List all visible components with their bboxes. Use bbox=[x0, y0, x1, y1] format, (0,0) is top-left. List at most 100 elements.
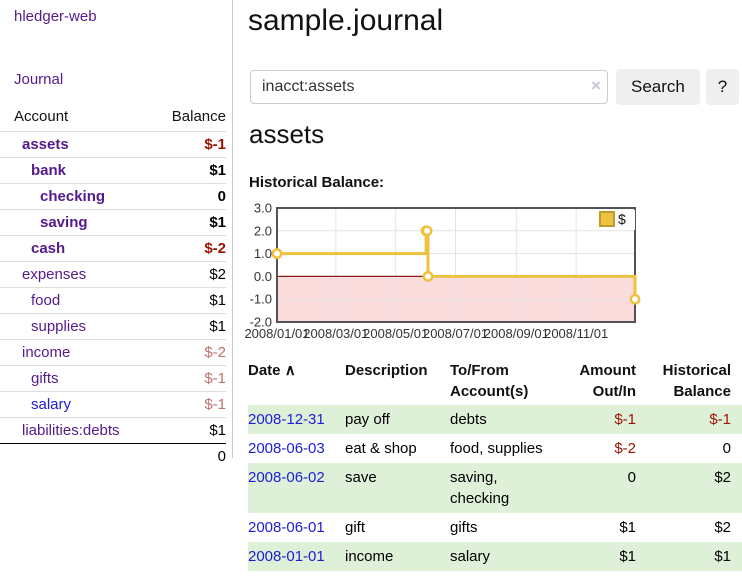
accounts-column-header: To/From Account(s) bbox=[450, 362, 529, 400]
register-amount-cell: 0 bbox=[627, 469, 636, 486]
sidebar-account-balance: $-2 bbox=[204, 240, 226, 257]
svg-text:2008/05/01: 2008/05/01 bbox=[363, 326, 428, 341]
register-date-link[interactable]: 2008-12-31 bbox=[248, 411, 325, 428]
svg-text:3.0: 3.0 bbox=[254, 201, 272, 216]
register-date-link[interactable]: 2008-01-01 bbox=[248, 548, 325, 565]
register-description-cell: save bbox=[345, 469, 377, 486]
help-button[interactable]: ? bbox=[706, 69, 739, 105]
register-description-cell: pay off bbox=[345, 411, 390, 428]
search-input[interactable] bbox=[250, 70, 608, 104]
sidebar-total-row: 0 bbox=[0, 444, 226, 470]
sidebar: hledger-web Journal Account Balance asse… bbox=[0, 0, 233, 465]
sidebar-account-row: expenses $2 bbox=[0, 262, 226, 288]
sidebar-account-balance: $1 bbox=[209, 214, 226, 231]
register-accounts-cell: salary bbox=[450, 548, 491, 565]
register-accounts-cell: debts bbox=[450, 411, 487, 428]
register-description-cell: gift bbox=[345, 519, 366, 536]
register-date-cell: 2008-06-01 bbox=[248, 513, 345, 542]
register-balance-cell: $2 bbox=[714, 469, 731, 486]
account-title: assets bbox=[249, 119, 325, 149]
sidebar-accounts-table: Account Balance assets $-1 bank $1 checking 0… bbox=[0, 103, 226, 469]
clear-search-icon[interactable]: × bbox=[591, 76, 601, 95]
register-description-cell: eat & shop bbox=[345, 440, 417, 457]
register-row: 2008-12-31 pay off debts $-1 $-1 bbox=[248, 405, 742, 434]
register-date-cell: 2008-12-31 bbox=[248, 405, 345, 434]
register-date-cell: 2008-06-02 bbox=[248, 463, 345, 513]
svg-text:-2.0: -2.0 bbox=[250, 315, 272, 330]
sidebar-account-balance: 0 bbox=[217, 188, 226, 205]
amount-column-header: Amount Out/In bbox=[579, 362, 636, 400]
sidebar-account-balance: $1 bbox=[209, 292, 226, 309]
sidebar-account-link[interactable]: checking bbox=[40, 188, 106, 205]
register-table: Date ∧ Description To/From Account(s) Am… bbox=[248, 357, 742, 571]
register-amount-cell: $-1 bbox=[614, 411, 636, 428]
register-amount-cell: $1 bbox=[619, 548, 636, 565]
sidebar-account-link[interactable]: cash bbox=[31, 240, 66, 257]
description-column-header: Description bbox=[345, 362, 428, 379]
search-button[interactable]: Search bbox=[616, 69, 700, 105]
register-row: 2008-01-01 income salary $1 $1 bbox=[248, 542, 742, 571]
sidebar-account-link[interactable]: gifts bbox=[31, 370, 59, 387]
register-row: 2008-06-02 save saving, checking 0 $2 bbox=[248, 463, 742, 513]
historical-balance-chart: $3.0 2.0 1.0 0.0 -1.0 -2.02008/01/012008/03/0… bbox=[244, 201, 641, 341]
sidebar-account-row: bank $1 bbox=[0, 158, 226, 184]
sidebar-account-row: assets $-1 bbox=[0, 132, 226, 158]
sidebar-account-link[interactable]: liabilities:debts bbox=[22, 422, 120, 439]
sidebar-account-row: food $1 bbox=[0, 288, 226, 314]
register-header-row: Date ∧ Description To/From Account(s) Am… bbox=[248, 357, 742, 405]
svg-text:2008/03/01: 2008/03/01 bbox=[303, 326, 368, 341]
sidebar-balance-column-header: Balance bbox=[171, 108, 226, 125]
register-accounts-cell: saving, checking bbox=[450, 469, 510, 507]
svg-text:2008/07/01: 2008/07/01 bbox=[423, 326, 488, 341]
sidebar-account-balance: $-1 bbox=[204, 370, 226, 387]
sidebar-account-row: liabilities:debts $1 bbox=[0, 418, 226, 444]
brand-link[interactable]: hledger-web bbox=[14, 8, 97, 25]
svg-text:1.0: 1.0 bbox=[254, 246, 272, 261]
sidebar-account-row: gifts $-1 bbox=[0, 366, 226, 392]
register-date-link[interactable]: 2008-06-02 bbox=[248, 469, 325, 486]
sidebar-account-link[interactable]: expenses bbox=[22, 266, 87, 283]
register-date-link[interactable]: 2008-06-03 bbox=[248, 440, 325, 457]
svg-text:$: $ bbox=[618, 211, 626, 227]
chart-container: $3.0 2.0 1.0 0.0 -1.0 -2.0 2008/01/01 2008/03/0… bbox=[244, 201, 642, 345]
sidebar-account-column-header: Account bbox=[14, 108, 69, 125]
sidebar-account-link[interactable]: food bbox=[31, 292, 61, 309]
sidebar-account-row: salary $-1 bbox=[0, 392, 226, 418]
sidebar-total-balance: 0 bbox=[217, 448, 226, 465]
svg-text:2.0: 2.0 bbox=[254, 223, 272, 238]
sidebar-account-link[interactable]: bank bbox=[31, 162, 67, 179]
sidebar-item-journal[interactable]: Journal bbox=[14, 71, 64, 88]
register-balance-cell: $2 bbox=[714, 519, 731, 536]
register-date-link[interactable]: 2008-06-01 bbox=[248, 519, 325, 536]
register-amount-cell: $1 bbox=[619, 519, 636, 536]
register-body: 2008-12-31 pay off debts $-1 $-1 2008-06-03 ea… bbox=[248, 405, 742, 571]
register-description-cell: income bbox=[345, 548, 394, 565]
svg-text:-1.0: -1.0 bbox=[250, 292, 272, 307]
sidebar-account-row: saving $1 bbox=[0, 210, 226, 236]
date-column-header[interactable]: Date ∧ bbox=[248, 362, 296, 379]
register-balance-cell: $-1 bbox=[709, 411, 731, 428]
sidebar-accounts-body: assets $-1 bank $1 checking 0 saving $1 cash $-2 e… bbox=[0, 132, 226, 444]
register-date-cell: 2008-01-01 bbox=[248, 542, 345, 571]
register-accounts-cell: gifts bbox=[450, 519, 478, 536]
sidebar-account-balance: $-1 bbox=[204, 136, 226, 153]
sidebar-account-balance: $1 bbox=[209, 318, 226, 335]
sidebar-account-balance: $-1 bbox=[204, 396, 226, 413]
sidebar-account-link[interactable]: assets bbox=[22, 136, 69, 153]
register-row: 2008-06-03 eat & shop food, supplies $-2 0 bbox=[248, 434, 742, 463]
sidebar-account-link[interactable]: supplies bbox=[31, 318, 87, 335]
chart-title: Historical Balance: bbox=[249, 174, 385, 191]
sidebar-account-link[interactable]: saving bbox=[40, 214, 88, 231]
page-title: sample.journal bbox=[248, 4, 444, 37]
svg-text:2008/09/01: 2008/09/01 bbox=[484, 326, 549, 341]
sort-ascending-icon: ∧ bbox=[284, 362, 296, 379]
sidebar-account-row: cash $-2 bbox=[0, 236, 226, 262]
register-accounts-cell: food, supplies bbox=[450, 440, 543, 457]
sidebar-account-link[interactable]: income bbox=[22, 344, 71, 361]
sidebar-account-balance: $-2 bbox=[204, 344, 226, 361]
sidebar-account-link[interactable]: salary bbox=[31, 396, 72, 413]
register-date-cell: 2008-06-03 bbox=[248, 434, 345, 463]
sidebar-accounts-header-row: Account Balance bbox=[0, 103, 226, 132]
register-balance-cell: 0 bbox=[722, 440, 731, 457]
register-balance-cell: $1 bbox=[714, 548, 731, 565]
